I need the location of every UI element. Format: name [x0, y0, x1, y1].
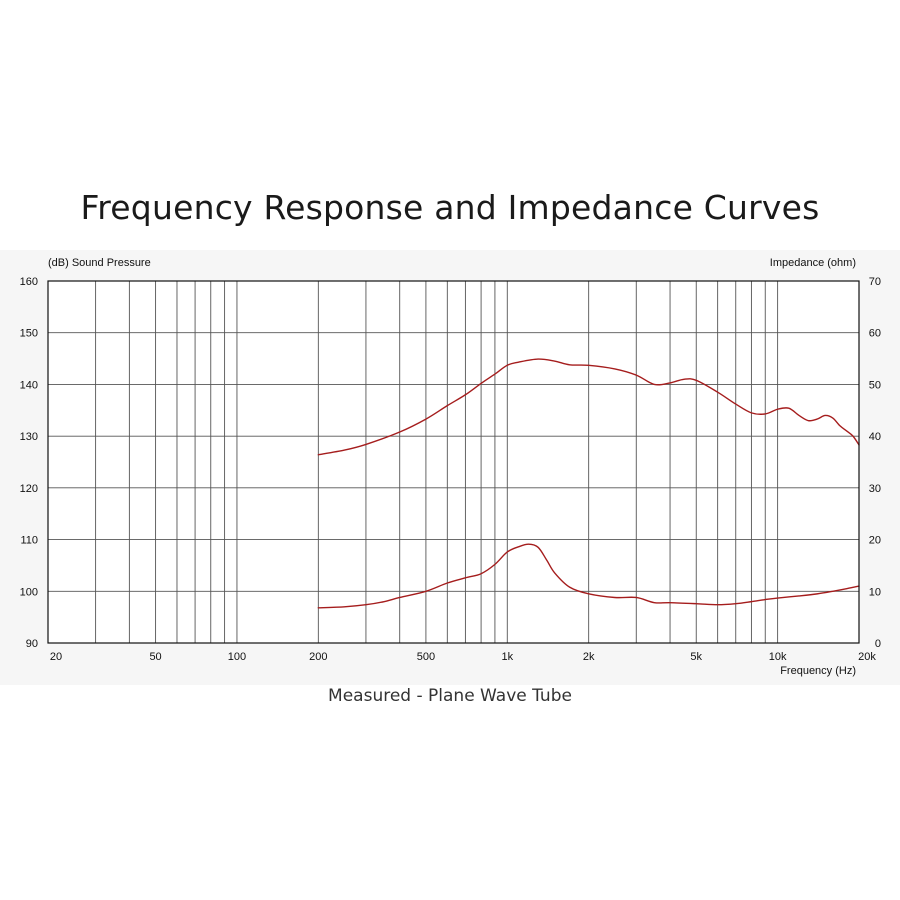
plot-frame	[47, 280, 860, 644]
y-right-tick-label: 10	[869, 586, 881, 598]
x-tick-label: 20	[50, 651, 62, 663]
y-right-tick-label: 0	[875, 638, 881, 650]
y-right-tick-label: 40	[869, 431, 881, 443]
plot-area	[48, 281, 859, 643]
y-right-tick-label: 60	[869, 328, 881, 340]
y-axis-right-label: Impedance (ohm)	[770, 257, 856, 269]
series-layer	[317, 358, 860, 609]
x-tick-label: 20k	[858, 651, 876, 663]
y-right-tick-label: 50	[869, 379, 881, 391]
chart: 20 50 100 200 500 1k 2k 5k 10k 20k901001101201301…	[20, 257, 881, 677]
y-left-tick-label: 150	[20, 328, 38, 340]
impedance-curve	[317, 543, 860, 609]
y-left-tick-label: 110	[20, 535, 38, 547]
y-left-tick-label: 90	[26, 638, 38, 650]
x-tick-label: 1k	[501, 651, 513, 663]
y-right-tick-label: 20	[869, 535, 881, 547]
page-title: Frequency Response and Impedance Curves	[80, 188, 820, 227]
x-tick-label: 100	[228, 651, 246, 663]
y-left-tick-label: 120	[20, 483, 38, 495]
x-tick-label: 50	[149, 651, 161, 663]
chart-panel: 20 50 100 200 500 1k 2k 5k 10k 20k 90 100 110 120 130 1…	[0, 250, 900, 685]
y-left-tick-label: 130	[20, 431, 38, 443]
x-tick-label: 10k	[769, 651, 787, 663]
chart-caption: Measured - Plane Wave Tube	[328, 686, 572, 706]
y-left-tick-label: 100	[20, 586, 38, 598]
x-tick-label: 2k	[583, 651, 595, 663]
y-right-tick-label: 70	[869, 276, 881, 288]
x-tick-label: 5k	[690, 651, 702, 663]
tick-labels: 20 50 100 200 500 1k 2k 5k 10k 20k901001101201301…	[20, 276, 881, 663]
y-left-tick-label: 140	[20, 379, 38, 391]
grid	[48, 281, 859, 643]
x-tick-label: 200	[309, 651, 327, 663]
y-axis-left-label: (dB) Sound Pressure	[48, 257, 151, 269]
y-left-tick-label: 160	[20, 276, 38, 288]
sound-pressure-curve	[317, 358, 860, 456]
x-axis-label: Frequency (Hz)	[780, 665, 856, 677]
y-right-tick-label: 30	[869, 483, 881, 495]
x-tick-label: 500	[417, 651, 435, 663]
